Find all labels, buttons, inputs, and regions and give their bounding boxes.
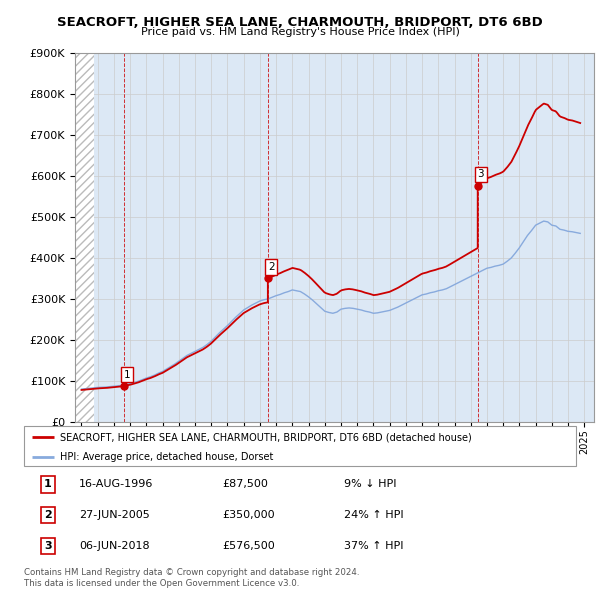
Text: 9% ↓ HPI: 9% ↓ HPI [344,480,397,489]
Text: HPI: Average price, detached house, Dorset: HPI: Average price, detached house, Dors… [60,453,273,463]
Text: Price paid vs. HM Land Registry's House Price Index (HPI): Price paid vs. HM Land Registry's House … [140,27,460,37]
Text: 1: 1 [44,480,52,489]
Text: 06-JUN-2018: 06-JUN-2018 [79,541,150,550]
Text: 27-JUN-2005: 27-JUN-2005 [79,510,150,520]
Text: 37% ↑ HPI: 37% ↑ HPI [344,541,404,550]
Text: 3: 3 [44,541,52,550]
Text: 3: 3 [478,169,484,179]
Text: 1: 1 [124,369,131,379]
Text: Contains HM Land Registry data © Crown copyright and database right 2024.
This d: Contains HM Land Registry data © Crown c… [24,568,359,588]
FancyBboxPatch shape [24,426,576,466]
Text: 2: 2 [268,262,274,272]
Text: 2: 2 [44,510,52,520]
Text: 16-AUG-1996: 16-AUG-1996 [79,480,154,489]
Text: £87,500: £87,500 [223,480,269,489]
Text: SEACROFT, HIGHER SEA LANE, CHARMOUTH, BRIDPORT, DT6 6BD: SEACROFT, HIGHER SEA LANE, CHARMOUTH, BR… [57,16,543,29]
Text: 24% ↑ HPI: 24% ↑ HPI [344,510,404,520]
Text: £576,500: £576,500 [223,541,275,550]
Text: £350,000: £350,000 [223,510,275,520]
Text: SEACROFT, HIGHER SEA LANE, CHARMOUTH, BRIDPORT, DT6 6BD (detached house): SEACROFT, HIGHER SEA LANE, CHARMOUTH, BR… [60,432,472,442]
